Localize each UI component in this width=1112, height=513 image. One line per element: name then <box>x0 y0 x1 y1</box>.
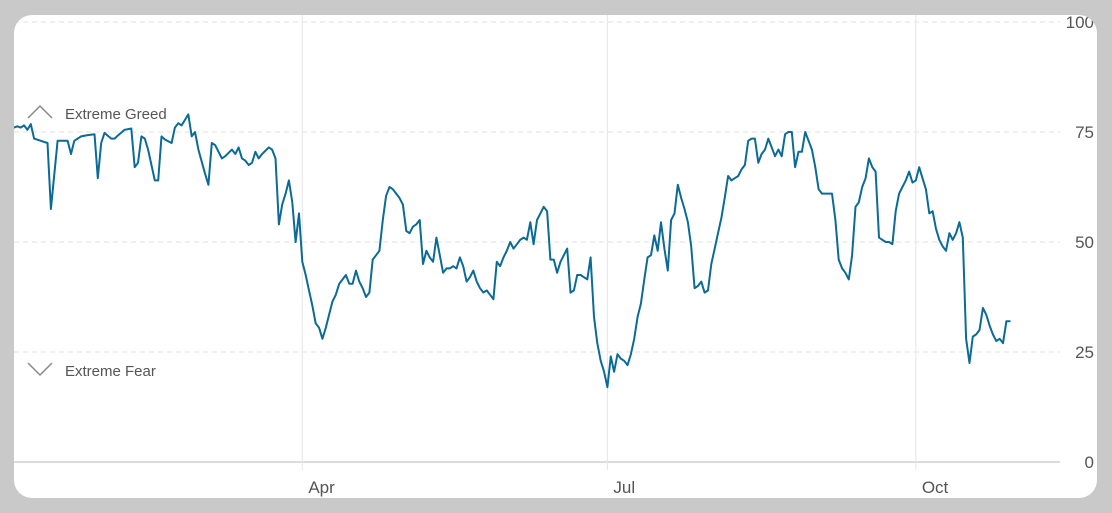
grid <box>14 15 1060 470</box>
series-line <box>14 113 1011 389</box>
y-tick-label: 75 <box>1075 123 1094 142</box>
y-tick-label: 0 <box>1085 453 1094 472</box>
y-tick-label: 25 <box>1075 343 1094 362</box>
fear-greed-chart: 0 25 50 75 100 Apr Jul Oct Extreme Greed Extrem… <box>14 15 1094 497</box>
x-tick-label: Apr <box>308 478 335 497</box>
x-tick-label: Oct <box>922 478 949 497</box>
y-tick-label: 50 <box>1075 233 1094 252</box>
extreme-greed-label: Extreme Greed <box>65 106 167 123</box>
x-tick-label: Jul <box>613 478 635 497</box>
tick-labels: 0 25 50 75 100 Apr Jul Oct <box>308 15 1094 497</box>
zone-annotations: Extreme Greed Extreme Fear <box>27 104 167 380</box>
y-tick-label: 100 <box>1066 15 1094 32</box>
chart-card: 0 25 50 75 100 Apr Jul Oct Extreme Greed Extrem… <box>14 15 1097 498</box>
chevron-up-icon <box>27 104 53 119</box>
chevron-down-icon <box>27 362 53 377</box>
extreme-fear-label: Extreme Fear <box>65 363 156 380</box>
